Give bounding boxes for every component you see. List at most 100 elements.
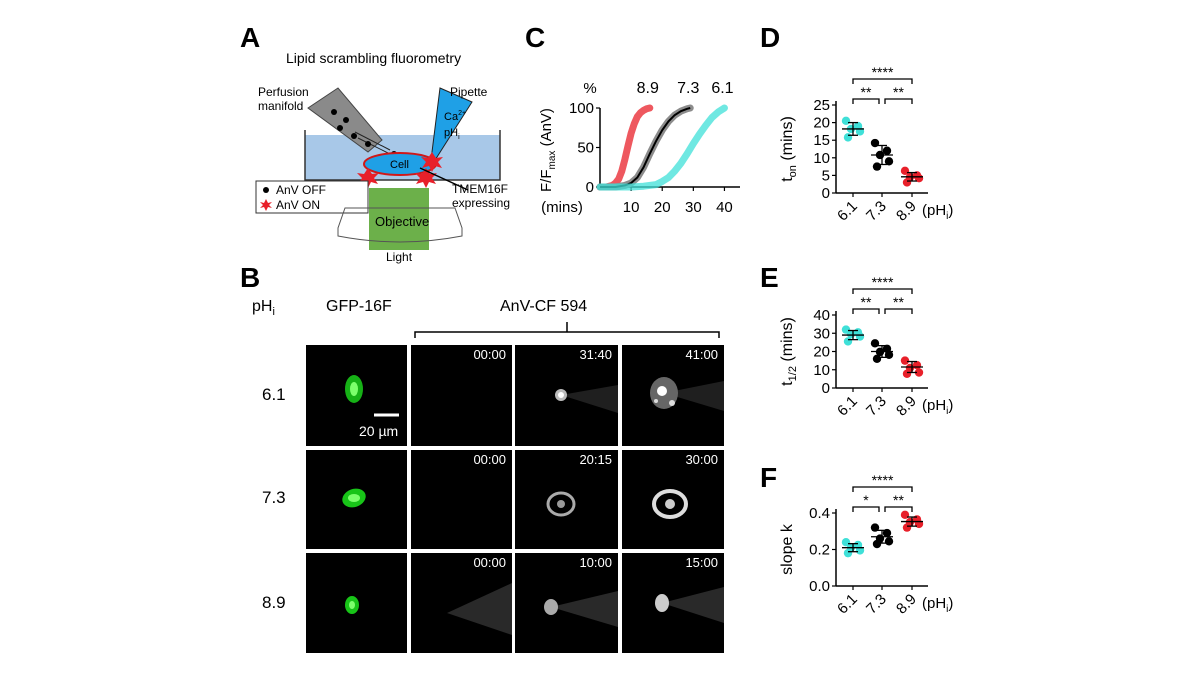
gfp-image-ph-6-1: 20 µm (306, 345, 407, 446)
y-tick-label: 20 (813, 115, 830, 132)
y-tick-label: 0.4 (809, 505, 830, 522)
y-tick-label: 15 (813, 132, 830, 149)
anv-dot (365, 141, 371, 147)
objective-label: Objective (375, 214, 429, 229)
significance-label: ** (893, 492, 904, 508)
timestamp: 00:00 (473, 347, 506, 362)
data-point (914, 174, 924, 183)
series-label-7-3: 7.3 (677, 80, 699, 97)
y-tick-label: 25 (813, 97, 830, 114)
y-unit-label: % (583, 80, 596, 97)
data-point (841, 116, 851, 126)
x-tick-label: 7.3 (863, 393, 890, 420)
timestamp: 41:00 (685, 347, 718, 362)
x-tick-label: 10 (623, 199, 640, 216)
timestamp: 00:00 (473, 555, 506, 570)
manifold-label: manifold (258, 99, 303, 113)
x-tick-label: 6.1 (834, 591, 861, 618)
anv-image-ph-6-1-t0: 00:00 (411, 345, 512, 446)
perfusion-label: Perfusion (258, 85, 309, 99)
data-band-7-3 (596, 104, 694, 191)
panel-letter-c: C (525, 22, 546, 53)
x-unit-label: (pHi) (922, 595, 953, 615)
gfp-image-ph-7-3 (306, 450, 407, 549)
x-tick-label: 8.9 (893, 393, 920, 420)
bath-chamber (304, 130, 501, 181)
significance-bracket (884, 506, 913, 512)
y-axis-label: ton (mins) (779, 116, 799, 182)
significance-label: **** (872, 274, 894, 290)
significance-label: ** (893, 294, 904, 310)
data-point (900, 510, 910, 520)
y-tick-label: 50 (577, 140, 594, 157)
x-unit-label: (pHi) (922, 202, 953, 222)
y-tick-label: 0 (822, 185, 830, 202)
y-tick-label: 100 (569, 100, 594, 117)
chart-c: 0 50 100 10 20 30 40 (mins)% F/Fmax (AnV) 8.9 7.3 6… (538, 80, 740, 216)
x-tick-label: 40 (716, 199, 733, 216)
significance-label: ** (861, 294, 872, 310)
expressing-label: expressing (452, 196, 510, 210)
y-tick-label: 0.2 (809, 542, 830, 559)
anv-image-ph-8-9-t0: 00:00 (411, 553, 512, 653)
x-tick-label: 6.1 (834, 393, 861, 420)
y-axis-label: slope k (779, 523, 796, 575)
anv-image-ph-6-1-t2: 41:00 (622, 345, 724, 446)
x-tick-label: 20 (654, 199, 671, 216)
legend-anv-off: AnV OFF (276, 183, 326, 197)
light-beam (369, 188, 429, 250)
timestamp: 15:00 (685, 555, 718, 570)
significance-label: * (863, 492, 869, 508)
y-tick-label: 0.0 (809, 578, 830, 595)
significance-label: **** (872, 472, 894, 488)
data-point (884, 157, 894, 166)
panel-letter-d: D (760, 22, 781, 53)
significance-bracket (884, 308, 913, 314)
y-tick-label: 5 (822, 167, 830, 184)
significance-bracket (852, 486, 913, 492)
timestamp: 20:15 (579, 452, 612, 467)
anv-image-ph-7-3-t2: 30:00 (622, 450, 724, 549)
x-tick-label: 8.9 (893, 198, 920, 225)
data-point (902, 523, 912, 532)
panel-letter-a: A (240, 22, 261, 53)
y-tick-label: 30 (813, 325, 830, 342)
timestamp: 10:00 (579, 555, 612, 570)
tmem-label: TMEM16F (452, 182, 508, 196)
data-point (872, 162, 882, 171)
x-unit-label: (mins) (541, 199, 583, 216)
y-tick-label: 20 (813, 344, 830, 361)
x-tick-label: 8.9 (893, 591, 920, 618)
anv-image-ph-7-3-t1: 20:15 (515, 450, 618, 549)
panel-letter-e: E (760, 262, 779, 293)
legend-anv-on: AnV ON (276, 198, 320, 212)
anv-image-ph-6-1-t1: 31:40 (515, 345, 618, 446)
y-axis-label: t1/2 (mins) (779, 317, 799, 386)
y-axis-label: F/Fmax (AnV) (538, 108, 558, 192)
series-label-6-1: 6.1 (711, 80, 733, 97)
anv-image-ph-7-3-t0: 00:00 (411, 450, 512, 549)
schematic-panel-a: Lipid scrambling fluorometry Perfusion m… (255, 50, 510, 264)
data-band-6-1 (596, 104, 728, 191)
light-label: Light (386, 250, 413, 264)
anv-on-stars (357, 152, 443, 188)
x-tick-label: 30 (685, 199, 702, 216)
x-tick-label: 7.3 (863, 198, 890, 225)
chart-f: 0.00.20.46.1 7.3 8.9 (pHi)slope k***** ** (779, 472, 953, 618)
anv-column-header: AnV-CF 594 (500, 298, 588, 315)
y-tick-label: 0 (822, 380, 830, 397)
data-point (872, 354, 882, 363)
timestamp: 00:00 (473, 452, 506, 467)
significance-bracket (852, 506, 880, 512)
anv-header-bracket (414, 322, 720, 338)
data-point (884, 537, 894, 546)
panel-letter-f: F (760, 462, 778, 493)
anv-dot (351, 133, 357, 139)
anv-image-ph-8-9-t1: 10:00 (515, 553, 618, 653)
data-point (900, 356, 910, 365)
ph-column-header: pHi (252, 298, 275, 319)
data-point (902, 178, 912, 187)
legend-off-marker (263, 187, 269, 193)
cell-label: Cell (390, 159, 409, 171)
